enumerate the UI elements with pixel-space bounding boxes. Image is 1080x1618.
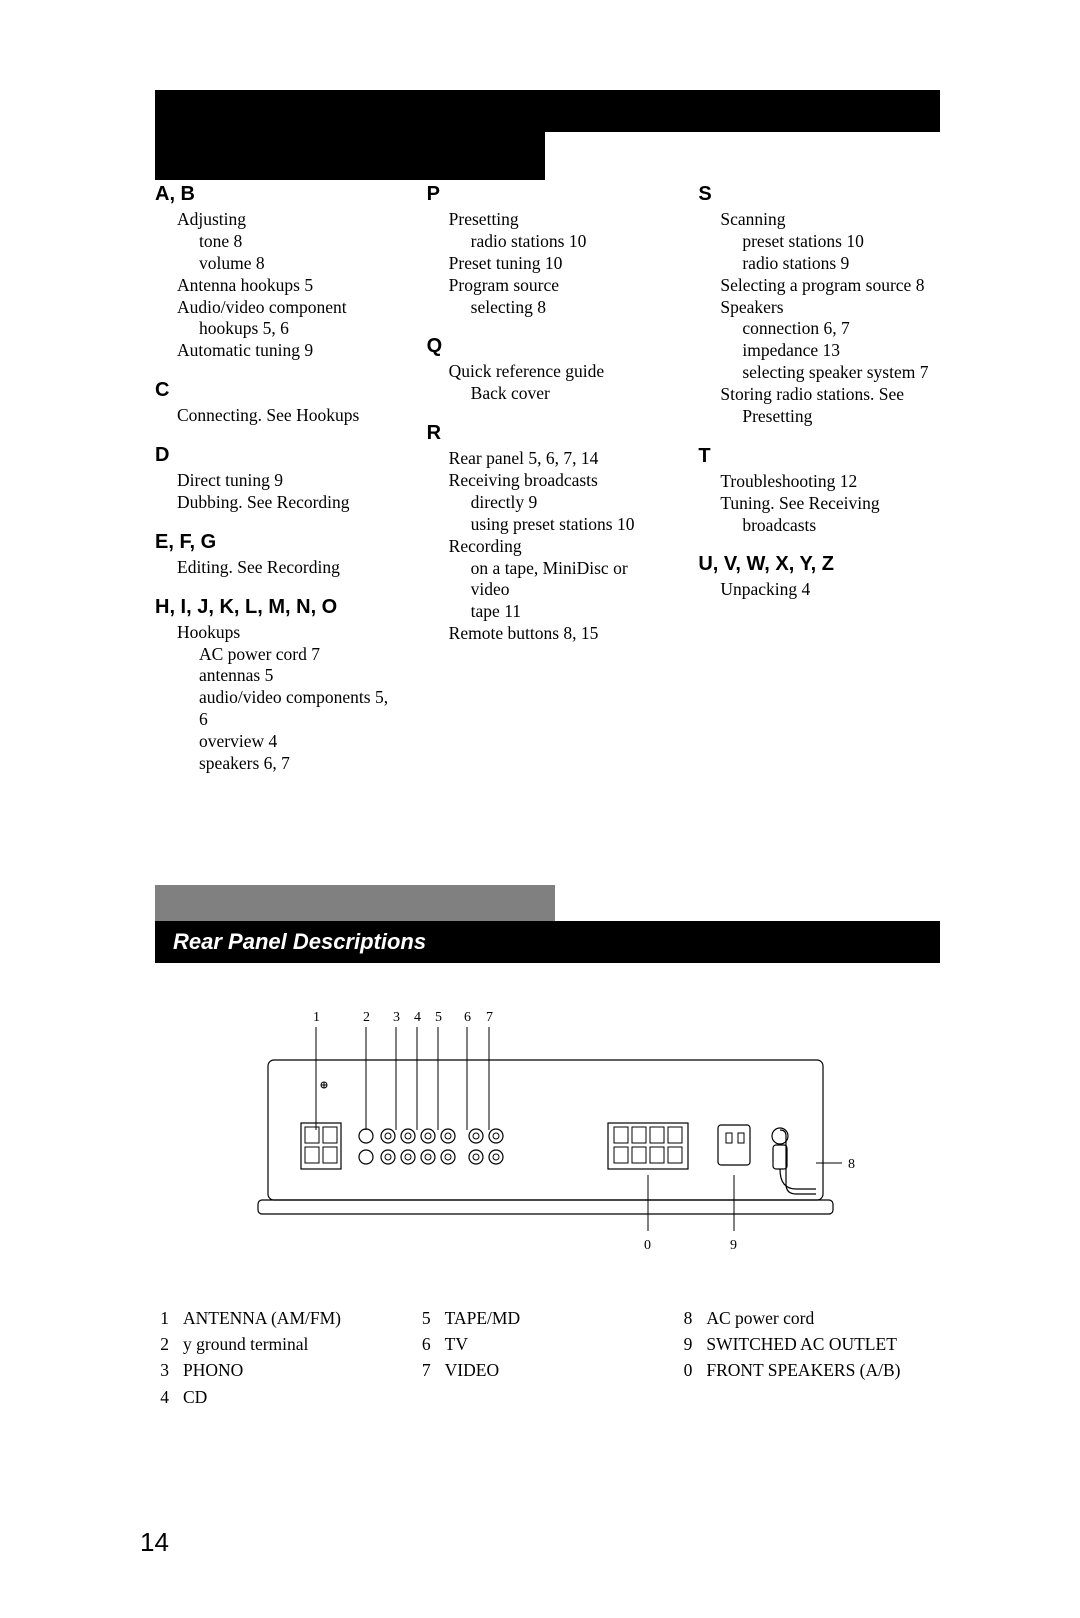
legend-col-2: 5 TAPE/MD 6 TV 7 VIDEO bbox=[417, 1305, 679, 1410]
index-letter: D bbox=[155, 443, 397, 468]
index-subentry: Back cover bbox=[471, 383, 669, 405]
index-subentry: speakers 6, 7 bbox=[199, 753, 397, 775]
legend-row: 9 SWITCHED AC OUTLET bbox=[678, 1331, 940, 1357]
legend-num: 0 bbox=[678, 1357, 692, 1383]
index-subentry: AC power cord 7 bbox=[199, 644, 397, 666]
index-subentry: connection 6, 7 bbox=[742, 318, 940, 340]
legend-num: 5 bbox=[417, 1305, 431, 1331]
index-subentry: on a tape, MiniDisc or video bbox=[471, 558, 669, 602]
index-letter: A, B bbox=[155, 182, 397, 207]
legend: 1 ANTENNA (AM/FM) 2 y ground terminal 3 PHONO… bbox=[155, 1305, 940, 1410]
rear-panel-section: Rear Panel Descriptions 1 2 3 4 5 6 7 bbox=[155, 885, 940, 1410]
rear-panel-bar: Rear Panel Descriptions bbox=[155, 921, 940, 963]
index-letter: H, I, J, K, L, M, N, O bbox=[155, 595, 397, 620]
legend-row: 3 PHONO bbox=[155, 1357, 417, 1383]
legend-text: TAPE/MD bbox=[445, 1305, 520, 1331]
index-subentry: tone 8 bbox=[199, 231, 397, 253]
index-letter: T bbox=[698, 444, 940, 469]
legend-text: ANTENNA (AM/FM) bbox=[183, 1305, 341, 1331]
index-subentry: Presetting bbox=[742, 406, 940, 428]
legend-text: SWITCHED AC OUTLET bbox=[706, 1331, 897, 1357]
svg-text:9: 9 bbox=[730, 1238, 737, 1253]
legend-row: 7 VIDEO bbox=[417, 1357, 679, 1383]
legend-num: 3 bbox=[155, 1357, 169, 1383]
index-subentry: selecting 8 bbox=[471, 297, 669, 319]
legend-text: TV bbox=[445, 1331, 468, 1357]
legend-row: 4 CD bbox=[155, 1384, 417, 1410]
index-letter: E, F, G bbox=[155, 530, 397, 555]
svg-text:0: 0 bbox=[644, 1238, 651, 1253]
legend-col-3: 8 AC power cord 9 SWITCHED AC OUTLET 0 FRONT … bbox=[678, 1305, 940, 1410]
legend-num: 8 bbox=[678, 1305, 692, 1331]
svg-text:7: 7 bbox=[486, 1010, 493, 1025]
legend-num: 9 bbox=[678, 1331, 692, 1357]
rear-panel-title: Rear Panel Descriptions bbox=[173, 929, 426, 954]
index-subentry: audio/video components 5, bbox=[199, 687, 397, 709]
page-number: 14 bbox=[140, 1527, 169, 1558]
index-subentry: 6 bbox=[199, 709, 397, 731]
legend-num: 2 bbox=[155, 1331, 169, 1357]
index-subentry: hookups 5, 6 bbox=[199, 318, 397, 340]
page-content: Index A, BAdjustingtone 8volume 8Antenna… bbox=[0, 90, 1080, 1410]
index-subentry: radio stations 10 bbox=[471, 231, 669, 253]
svg-text:1: 1 bbox=[313, 1010, 320, 1025]
index-letter: U, V, W, X, Y, Z bbox=[698, 552, 940, 577]
legend-text: y ground terminal bbox=[183, 1331, 308, 1357]
legend-num: 7 bbox=[417, 1357, 431, 1383]
power-cord bbox=[772, 1128, 816, 1194]
index-col-3: SScanningpreset stations 10radio station… bbox=[698, 182, 940, 775]
rear-panel-svg: 1 2 3 4 5 6 7 bbox=[228, 1005, 868, 1265]
legend-row: 1 ANTENNA (AM/FM) bbox=[155, 1305, 417, 1331]
index-subentry: directly 9 bbox=[471, 492, 669, 514]
legend-row: 5 TAPE/MD bbox=[417, 1305, 679, 1331]
index-subentry: antennas 5 bbox=[199, 665, 397, 687]
index-letter: R bbox=[427, 421, 669, 446]
top-black-tab bbox=[155, 90, 545, 180]
legend-text: VIDEO bbox=[445, 1357, 499, 1383]
svg-text:6: 6 bbox=[464, 1010, 471, 1025]
index-letter: C bbox=[155, 378, 397, 403]
legend-row: 0 FRONT SPEAKERS (A/B) bbox=[678, 1357, 940, 1383]
legend-num: 4 bbox=[155, 1384, 169, 1410]
legend-col-1: 1 ANTENNA (AM/FM) 2 y ground terminal 3 PHONO… bbox=[155, 1305, 417, 1410]
rear-panel-diagram: 1 2 3 4 5 6 7 bbox=[155, 1005, 940, 1265]
legend-text: AC power cord bbox=[706, 1305, 814, 1331]
index-subentry: volume 8 bbox=[199, 253, 397, 275]
index-subentry: preset stations 10 bbox=[742, 231, 940, 253]
index-letter: S bbox=[698, 182, 940, 207]
svg-text:5: 5 bbox=[435, 1010, 442, 1025]
index-letter: Q bbox=[427, 334, 669, 359]
index-subentry: impedance 13 bbox=[742, 340, 940, 362]
legend-num: 1 bbox=[155, 1305, 169, 1331]
index-subentry: overview 4 bbox=[199, 731, 397, 753]
index-subentry: using preset stations 10 bbox=[471, 514, 669, 536]
rca-jacks bbox=[381, 1129, 503, 1164]
legend-text: FRONT SPEAKERS (A/B) bbox=[706, 1357, 900, 1383]
svg-text:2: 2 bbox=[363, 1010, 370, 1025]
legend-num: 6 bbox=[417, 1331, 431, 1357]
index-col-1: A, BAdjustingtone 8volume 8Antenna hooku… bbox=[155, 182, 397, 775]
index-columns: A, BAdjustingtone 8volume 8Antenna hooku… bbox=[155, 182, 940, 775]
legend-text: CD bbox=[183, 1384, 207, 1410]
diagram-top-labels: 1 2 3 4 5 6 7 bbox=[313, 1010, 493, 1130]
gray-tab bbox=[155, 885, 555, 921]
svg-text:3: 3 bbox=[393, 1010, 400, 1025]
svg-text:8: 8 bbox=[848, 1157, 855, 1172]
index-subentry: radio stations 9 bbox=[742, 253, 940, 275]
legend-row: 2 y ground terminal bbox=[155, 1331, 417, 1357]
legend-row: 6 TV bbox=[417, 1331, 679, 1357]
legend-text: PHONO bbox=[183, 1357, 243, 1383]
legend-row: 8 AC power cord bbox=[678, 1305, 940, 1331]
index-subentry: tape 11 bbox=[471, 601, 669, 623]
index-letter: P bbox=[427, 182, 669, 207]
index-col-2: PPresettingradio stations 10Preset tunin… bbox=[427, 182, 669, 775]
index-subentry: broadcasts bbox=[742, 515, 940, 537]
svg-text:4: 4 bbox=[414, 1010, 421, 1025]
index-subentry: selecting speaker system 7 bbox=[742, 362, 940, 384]
